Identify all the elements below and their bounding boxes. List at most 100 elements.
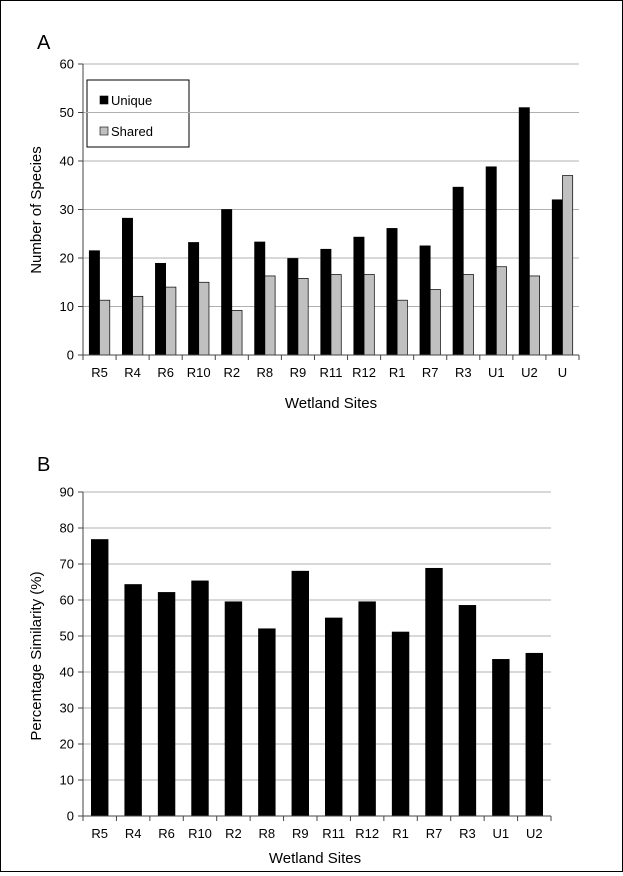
panel-b-y-tick-label: 10 xyxy=(60,773,74,788)
panel-a-bar-shared-r11 xyxy=(330,274,342,356)
panel-a-bar-unique-r2 xyxy=(221,209,233,356)
panel-a-bar-unique-r8 xyxy=(254,241,266,356)
panel-b-y-tick-label: 60 xyxy=(60,593,74,608)
panel-b-x-tick-label-r8: R8 xyxy=(259,826,276,841)
panel-b-x-tick-label-r3: R3 xyxy=(459,826,476,841)
panel-a-bar-unique-r12 xyxy=(353,236,365,356)
panel-b-bar-similarity-r1 xyxy=(391,631,410,817)
panel-b-x-axis-title: Wetland Sites xyxy=(269,850,361,867)
panel-a-bar-unique-r3 xyxy=(452,186,464,356)
panel-b-y-tick-label: 30 xyxy=(60,701,74,716)
legend-box xyxy=(86,79,190,148)
legend: Unique Shared xyxy=(86,79,190,148)
panel-b-y-tick-label: 70 xyxy=(60,557,74,572)
panel-b-x-tick-label-r11: R11 xyxy=(322,826,345,841)
panel-a-y-axis-title: Number of Species xyxy=(28,146,45,274)
panel-b-x-tick-label-r7: R7 xyxy=(426,826,443,841)
panel-b-bar-similarity-r8 xyxy=(258,628,276,817)
panel-b-y-tick-label: 90 xyxy=(60,485,74,500)
panel-a-x-tick-label-r4: R4 xyxy=(124,365,141,380)
legend-swatch-shared xyxy=(99,126,109,136)
panel-b-x-tick-label-r1: R1 xyxy=(392,826,409,841)
panel-b-bar-similarity-r4 xyxy=(124,584,142,817)
panel-b-bar-similarity-u2 xyxy=(525,652,543,817)
panel-b-x-tick-label-u2: U2 xyxy=(526,826,543,841)
panel-a-y-tick-label: 10 xyxy=(60,299,74,314)
panel-a-bar-shared-r3 xyxy=(462,274,474,356)
panel-a-x-tick-label-u2: U2 xyxy=(521,365,538,380)
panel-a-y-tick-label: 30 xyxy=(60,202,74,217)
panel-b-y-tick-label: 40 xyxy=(60,665,74,680)
panel-b-bar-similarity-r2 xyxy=(224,601,243,817)
panel-b-x-tick-label-u1: U1 xyxy=(493,826,510,841)
panel-a-bar-shared-r5 xyxy=(99,299,111,356)
panel-b-x-tick-label-r10: R10 xyxy=(188,826,212,841)
panel-a-x-tick-label-r2: R2 xyxy=(223,365,240,380)
panel-a-y-tick-label: 50 xyxy=(60,105,74,120)
panel-b-bar-similarity-r5 xyxy=(91,539,109,817)
panel-a-y-tick-label: 0 xyxy=(67,348,74,363)
panel-a-x-tick-label-r8: R8 xyxy=(257,365,274,380)
panel-a-bar-unique-r10 xyxy=(188,242,200,356)
panel-b-bar-similarity-r3 xyxy=(458,605,477,817)
panel-b-x-tick-label-r2: R2 xyxy=(225,826,242,841)
panel-a-bar-unique-u xyxy=(551,199,563,356)
panel-a-bar-unique-u1 xyxy=(485,166,497,356)
panel-a-bar-shared-r6 xyxy=(165,286,177,356)
panel-a-bar-shared-r2 xyxy=(231,310,243,356)
panel-a-label: A xyxy=(37,32,51,54)
panel-a-bar-unique-r6 xyxy=(155,262,167,356)
panel-a-x-tick-label-r10: R10 xyxy=(187,365,211,380)
panel-a-bar-unique-u2 xyxy=(518,107,530,356)
panel-a-x-tick-label-r5: R5 xyxy=(91,365,108,380)
panel-a-x-tick-label-r1: R1 xyxy=(389,365,406,380)
panel-a-x-tick-label-u: U xyxy=(558,365,567,380)
panel-b-bar-similarity-r11 xyxy=(325,617,343,817)
panel-a-bar-unique-r5 xyxy=(88,250,100,356)
panel-b-y-axis-title: Percentage Similarity (%) xyxy=(28,571,45,740)
panel-b-bar-similarity-r7 xyxy=(425,567,443,817)
panel-a-bar-shared-u1 xyxy=(495,266,507,356)
panel-b: B Wetland Sites Percentage Similarity (%… xyxy=(28,454,552,867)
panel-b-y-tick-label: 20 xyxy=(60,737,74,752)
panel-a-bar-unique-r4 xyxy=(121,217,133,356)
panel-b-bar-similarity-r6 xyxy=(157,592,176,817)
panel-b-x-tick-label-r6: R6 xyxy=(158,826,175,841)
panel-a-x-tick-label-r3: R3 xyxy=(455,365,472,380)
panel-a-bar-shared-r4 xyxy=(132,295,144,356)
panel-a-bar-unique-r7 xyxy=(419,245,431,356)
panel-a-bar-shared-r12 xyxy=(363,274,375,356)
panel-a-bar-shared-r8 xyxy=(264,275,276,356)
panel-b-bar-similarity-r9 xyxy=(291,570,309,817)
panel-b-y-tick-label: 80 xyxy=(60,521,74,536)
panel-b-bar-similarity-r10 xyxy=(191,580,209,817)
panel-b-x-tick-label-r4: R4 xyxy=(125,826,142,841)
panel-a-y-tick-label: 40 xyxy=(60,154,74,169)
panel-b-bar-similarity-r12 xyxy=(358,601,376,817)
panel-a-bar-shared-r1 xyxy=(396,299,408,356)
panel-b-bar-similarity-u1 xyxy=(492,659,510,817)
panel-b-x-tick-label-r12: R12 xyxy=(355,826,379,841)
panel-a-x-tick-label-r12: R12 xyxy=(352,365,376,380)
panel-b-label: B xyxy=(37,454,50,476)
panel-a-x-tick-label-r9: R9 xyxy=(290,365,307,380)
panel-b-y-tick-label: 0 xyxy=(67,809,74,824)
panel-a-x-tick-label-u1: U1 xyxy=(488,365,505,380)
legend-swatch-unique xyxy=(99,95,109,105)
panel-a-bar-shared-r7 xyxy=(429,289,441,356)
panel-b-x-tick-label-r9: R9 xyxy=(292,826,309,841)
panel-a-bar-shared-u2 xyxy=(529,275,541,356)
panel-a-x-tick-label-r6: R6 xyxy=(157,365,174,380)
panel-a-y-tick-label: 60 xyxy=(60,57,74,72)
panel-a-x-tick-label-r7: R7 xyxy=(422,365,439,380)
panel-a-bar-unique-r9 xyxy=(287,258,299,356)
panel-a-bar-shared-u xyxy=(562,175,574,356)
panel-a-bar-unique-r11 xyxy=(320,248,332,356)
legend-label-shared: Shared xyxy=(111,124,153,139)
panel-b-y-tick-label: 50 xyxy=(60,629,74,644)
panel-a-bar-shared-r10 xyxy=(198,281,210,356)
panel-a-y-tick-label: 20 xyxy=(60,251,74,266)
panel-a-x-axis-title: Wetland Sites xyxy=(285,395,377,412)
